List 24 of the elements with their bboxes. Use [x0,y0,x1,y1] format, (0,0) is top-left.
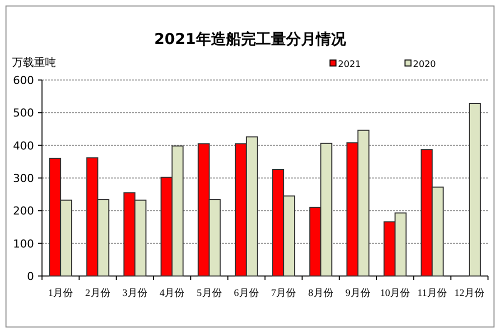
x-tick-label: 9月份 [345,288,370,299]
y-tick-label: 100 [13,237,34,250]
x-tick-label: 11月份 [417,288,448,299]
y-tick-label: 200 [13,204,34,218]
y-tick-label: 300 [13,172,34,185]
y-tick-label: 500 [13,106,34,120]
x-tick-label: 12月份 [454,288,484,299]
x-tick-label: 3月份 [122,288,148,299]
x-tick-label: 8月份 [308,288,334,299]
x-tick-label: 2月份 [85,288,110,299]
y-tick-label: 0 [27,270,34,283]
x-tick-label: 10月份 [380,288,410,299]
chart-title: 2021年造船完工量分月情况 [154,30,347,48]
x-tick-label: 1月份 [48,288,74,299]
legend-label: 2021 [338,60,361,70]
x-tick-label: 7月份 [271,288,296,299]
bar [468,103,481,276]
x-tick-label: 4月份 [160,288,185,299]
legend-label: 2020 [413,60,436,70]
x-tick-label: 5月份 [196,288,222,299]
y-axis-title: 万载重吨 [12,56,56,69]
y-tick-label: 600 [13,74,34,87]
y-tick-label: 400 [13,139,34,152]
x-tick-label: 6月份 [234,288,259,299]
